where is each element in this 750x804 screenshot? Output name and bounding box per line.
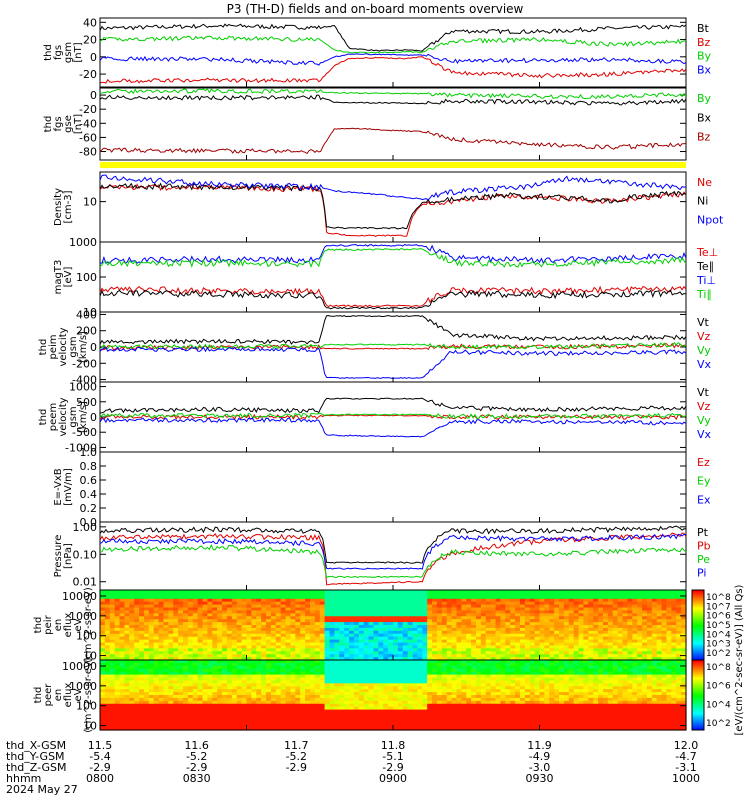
series-line-Ti∥: [100, 249, 686, 267]
y-axis-label: [km/s]: [78, 331, 89, 363]
y-axis-label: [cm-3]: [63, 190, 74, 223]
y-tick-label: -20: [79, 68, 97, 81]
y-tick-label: 10: [83, 196, 97, 209]
legend-entry: Bz: [697, 36, 711, 49]
y-axis-label: [nT]: [73, 42, 84, 62]
y-tick-label: 20: [83, 34, 97, 47]
legend-entry: Pe: [697, 553, 710, 566]
series-line-Ti⊥: [100, 245, 686, 264]
legend-entry: By: [697, 92, 712, 105]
y-tick-label: 40: [83, 16, 97, 29]
y-tick-label: 0: [90, 411, 97, 424]
y-axis-label: [mV/m]: [63, 468, 74, 506]
y-tick-label: 400: [76, 308, 97, 321]
series-line-Bx: [100, 54, 686, 65]
y-tick-label: 1000: [69, 236, 97, 249]
series-line-Bz: [100, 128, 686, 153]
spectrogram-ion: [100, 590, 687, 661]
legend-entry: Ni: [697, 195, 708, 208]
y-tick-label: 1.0: [80, 446, 98, 459]
y-tick-label: 1.00: [73, 521, 98, 534]
y-tick-label: 0.6: [80, 474, 98, 487]
legend-entry: Te∥: [696, 260, 714, 273]
panel-frame-7: [100, 452, 686, 522]
legend-entry: Ne: [697, 176, 712, 189]
y-tick-label: 0.01: [73, 576, 98, 589]
series-line-Ne: [100, 184, 686, 236]
legend-entry: Pi: [697, 567, 706, 580]
series-line-Bt: [100, 24, 686, 51]
y-tick-label: 0.2: [80, 502, 98, 515]
legend-entry: Bx: [697, 111, 712, 124]
panel-frame-3: [100, 172, 686, 242]
legend-entry: Vz: [697, 330, 711, 343]
y-axis-label: [eV]: [63, 267, 74, 288]
y-tick-label: 0: [90, 341, 97, 354]
y-tick-label: 0: [90, 51, 97, 64]
series-line-Pe: [100, 545, 686, 577]
y-tick-label: 1000: [69, 381, 97, 394]
plot-title: P3 (TH-D) fields and on-board moments ov…: [227, 2, 524, 16]
legend-entry: Npot: [697, 213, 724, 226]
legend-entry: Vx: [697, 358, 712, 371]
y-tick-label: 100: [76, 271, 97, 284]
y-tick-label: -80: [79, 146, 97, 159]
series-line-Vx: [100, 347, 686, 378]
legend-entry: Bz: [697, 131, 711, 144]
legend-entry: By: [697, 50, 712, 63]
panel-frame-8: [100, 522, 686, 590]
legend-entry: Vt: [697, 316, 710, 329]
legend-entry: Bx: [697, 63, 712, 76]
y-axis-label: (cm^2-s-sr-eV): [83, 587, 94, 663]
legend-entry: Ey: [697, 475, 711, 488]
spectrogram-electron: [100, 660, 687, 731]
legend-entry: Pb: [697, 540, 711, 553]
legend-entry: Bt: [697, 22, 710, 35]
y-tick-label: 0.4: [80, 488, 98, 501]
legend-entry: Te⊥: [696, 246, 718, 259]
yellow-status-bar: [100, 162, 686, 168]
legend-entry: Vt: [697, 386, 710, 399]
series-line-By: [100, 89, 686, 99]
legend-entry: Ez: [697, 456, 710, 469]
series-line-Pt: [100, 526, 686, 563]
legend-entry: Pt: [697, 526, 709, 539]
series-line-Vt: [100, 316, 686, 345]
legend-entry: Ti∥: [696, 288, 712, 301]
panel-frame-4: [100, 242, 686, 312]
y-axis-label: [km/s]: [78, 401, 89, 433]
legend-entry: Vy: [697, 414, 711, 427]
legend-entry: Vy: [697, 344, 711, 357]
series-line-Ni: [100, 184, 686, 229]
y-tick-label: 0.10: [73, 548, 98, 561]
series-line-Vt: [100, 398, 686, 413]
legend-entry: Ti⊥: [696, 274, 716, 287]
y-tick-label: 0: [90, 89, 97, 102]
y-tick-label: 0.8: [80, 460, 98, 473]
series-line-Vx: [100, 418, 686, 437]
y-axis-label: [nT]: [73, 114, 84, 134]
legend-entry: Vx: [697, 428, 712, 441]
legend-entry: Ex: [697, 493, 711, 506]
y-axis-label: [nPa]: [63, 543, 74, 569]
legend-entry: Vz: [697, 400, 711, 413]
series-line-Pi: [100, 534, 686, 569]
